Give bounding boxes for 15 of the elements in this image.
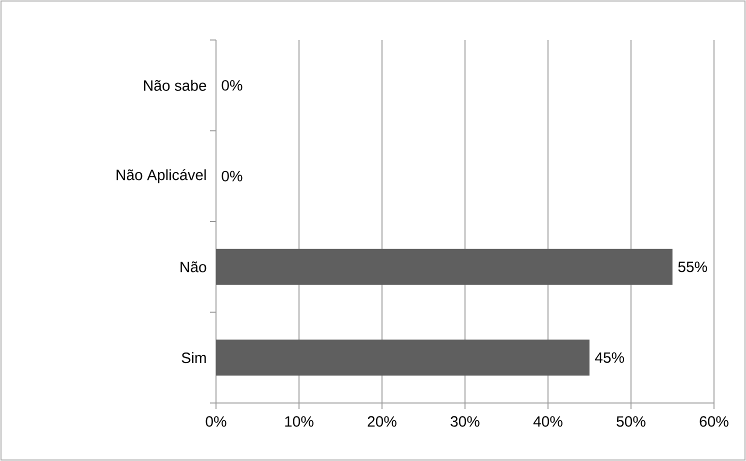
- x-tick-label: 50%: [616, 416, 646, 427]
- x-tick-label: 20%: [368, 416, 396, 427]
- x-tick-label: 0%: [206, 416, 226, 427]
- data-label: 45%: [595, 352, 624, 363]
- y-tick-label: Sim: [182, 352, 206, 364]
- y-tick-label: Não: [180, 261, 206, 272]
- data-label: 55%: [678, 262, 708, 272]
- x-tick-label: 10%: [285, 416, 314, 427]
- x-tick-label: 40%: [533, 416, 562, 427]
- y-tick-label: Não Aplicável: [116, 169, 206, 184]
- y-tick-label: Não sabe: [144, 80, 206, 91]
- data-label: 0%: [222, 170, 242, 182]
- x-tick-label: 30%: [450, 416, 480, 427]
- x-tick-label: 60%: [700, 416, 728, 427]
- data-label: 0%: [222, 80, 242, 91]
